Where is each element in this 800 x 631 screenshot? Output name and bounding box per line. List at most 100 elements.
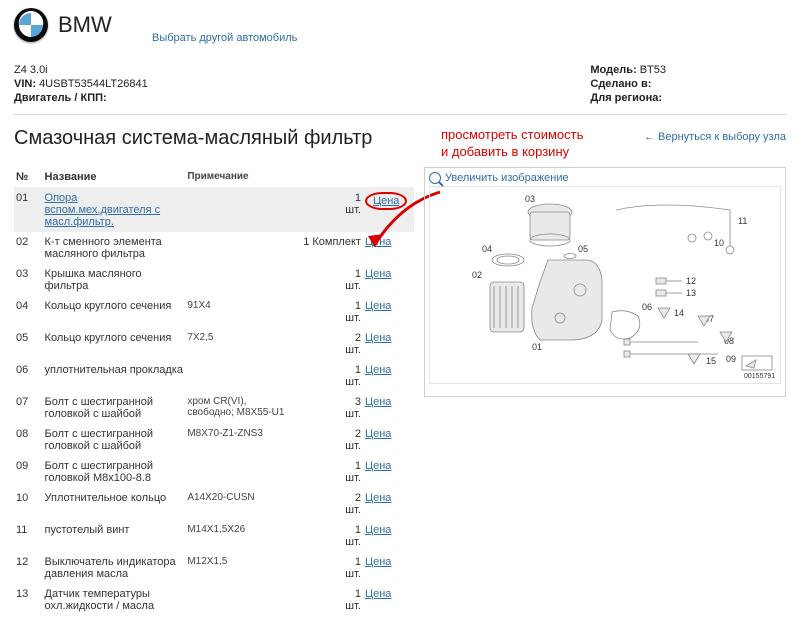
cell-no: 08 (14, 424, 43, 456)
cell-name: Уплотнительное кольцо (43, 488, 186, 520)
price-link[interactable]: Цена (365, 588, 391, 600)
table-row[interactable]: 02К-т сменного элемента масляного фильтр… (14, 232, 414, 264)
bmw-logo-icon (14, 8, 48, 42)
table-row[interactable]: 09Болт с шестигранной головкой M8x100-8.… (14, 456, 414, 488)
cell-note: хром CR(VI), свободно; M8X55-U1 (185, 392, 295, 424)
cell-name: пустотелый винт (43, 520, 186, 552)
table-row[interactable]: 13Датчик температуры охл.жидкости / масл… (14, 584, 414, 616)
cell-price: Цена (363, 392, 414, 424)
cell-price: Цена (363, 552, 414, 584)
part-link[interactable]: Опора вспом.мех.двигателя с масл.фильтр. (45, 192, 161, 228)
cell-price: Цена (363, 360, 414, 392)
cell-qty: 2шт. (295, 488, 363, 520)
engine-label: Двигатель / КПП: (14, 92, 107, 104)
svg-text:02: 02 (472, 270, 482, 280)
svg-text:06: 06 (642, 302, 652, 312)
price-link[interactable]: Цена (365, 268, 391, 280)
cell-note (185, 232, 295, 264)
cell-no: 05 (14, 328, 43, 360)
svg-text:13: 13 (686, 288, 696, 298)
cell-name: Опора вспом.мех.двигателя с масл.фильтр. (43, 187, 186, 232)
cell-qty: 2шт. (295, 424, 363, 456)
cell-name: К-т сменного элемента масляного фильтра (43, 232, 186, 264)
cell-qty: 2шт. (295, 328, 363, 360)
table-row[interactable]: 05Кольцо круглого сечения7X2,52шт.Цена (14, 328, 414, 360)
parts-table: № Название Примечание 01Опора вспом.мех.… (14, 167, 414, 616)
table-row[interactable]: 07Болт с шестигранной головкой с шайбойх… (14, 392, 414, 424)
vin-value: 4USBT53544LT26841 (39, 78, 148, 90)
svg-text:03: 03 (525, 194, 535, 204)
table-row[interactable]: 08Болт с шестигранной головкой с шайбойM… (14, 424, 414, 456)
price-link[interactable]: Цена (365, 364, 391, 376)
price-link[interactable]: Цена (365, 332, 391, 344)
svg-text:04: 04 (482, 244, 492, 254)
cell-no: 13 (14, 584, 43, 616)
schematic-svg: 03 04 05 02 01 (429, 186, 781, 384)
svg-text:12: 12 (686, 276, 696, 286)
table-row[interactable]: 03Крышка масляного фильтра1шт.Цена (14, 264, 414, 296)
table-row[interactable]: 11пустотелый винтM14X1,5X261шт.Цена (14, 520, 414, 552)
cell-no: 11 (14, 520, 43, 552)
cell-no: 02 (14, 232, 43, 264)
price-link[interactable]: Цена (365, 396, 391, 408)
cell-qty: 1шт. (295, 520, 363, 552)
cell-name: Болт с шестигранной головкой с шайбой (43, 424, 186, 456)
cell-note: A14X20-CUSN (185, 488, 295, 520)
cell-price: Цена (363, 232, 414, 264)
svg-text:10: 10 (714, 238, 724, 248)
cell-name: Выключатель индикатора давления масла (43, 552, 186, 584)
price-link[interactable]: Цена (365, 192, 407, 210)
cell-name: Болт с шестигранной головкой с шайбой (43, 392, 186, 424)
cell-price: Цена (363, 584, 414, 616)
back-to-selection-link[interactable]: ← Вернуться к выбору узла (644, 131, 786, 143)
cell-note (185, 187, 295, 232)
cell-note (185, 456, 295, 488)
cell-no: 01 (14, 187, 43, 232)
price-link[interactable]: Цена (365, 236, 391, 248)
model-label: Модель: (590, 64, 636, 76)
cell-no: 09 (14, 456, 43, 488)
svg-text:09: 09 (726, 354, 736, 364)
cell-price: Цена (363, 424, 414, 456)
cell-note (185, 264, 295, 296)
cell-no: 04 (14, 296, 43, 328)
change-vehicle-link[interactable]: Выбрать другой автомобиль (152, 32, 297, 44)
magnifier-icon (429, 172, 441, 184)
table-row[interactable]: 12Выключатель индикатора давления маслаM… (14, 552, 414, 584)
svg-text:01: 01 (532, 342, 542, 352)
price-link[interactable]: Цена (365, 428, 391, 440)
th-name: Название (43, 167, 186, 188)
svg-text:14: 14 (674, 308, 684, 318)
vin-label: VIN: (14, 78, 36, 90)
cell-name: Болт с шестигранной головкой M8x100-8.8 (43, 456, 186, 488)
price-link[interactable]: Цена (365, 300, 391, 312)
region-label: Для региона: (590, 92, 662, 104)
price-link[interactable]: Цена (365, 524, 391, 536)
cell-qty: 1шт. (295, 264, 363, 296)
cell-price: Цена (363, 187, 414, 232)
cell-qty: 1шт. (295, 552, 363, 584)
zoom-image-link[interactable]: Увеличить изображение (429, 172, 781, 184)
diagram-panel: Увеличить изображение 03 04 05 (424, 167, 786, 397)
cell-no: 06 (14, 360, 43, 392)
cell-name: Кольцо круглого сечения (43, 296, 186, 328)
cell-note (185, 584, 295, 616)
price-link[interactable]: Цена (365, 460, 391, 472)
svg-text:05: 05 (578, 244, 588, 254)
model-value: BT53 (640, 64, 666, 76)
cell-note: 91X4 (185, 296, 295, 328)
price-link[interactable]: Цена (365, 556, 391, 568)
cell-price: Цена (363, 488, 414, 520)
cell-no: 12 (14, 552, 43, 584)
table-row[interactable]: 10Уплотнительное кольцоA14X20-CUSN2шт.Це… (14, 488, 414, 520)
cell-name: Крышка масляного фильтра (43, 264, 186, 296)
table-row[interactable]: 06уплотнительная прокладка1шт.Цена (14, 360, 414, 392)
cell-qty: 1шт. (295, 296, 363, 328)
price-link[interactable]: Цена (365, 492, 391, 504)
svg-text:11: 11 (738, 216, 747, 226)
table-row[interactable]: 04Кольцо круглого сечения91X41шт.Цена (14, 296, 414, 328)
table-row[interactable]: 01Опора вспом.мех.двигателя с масл.фильт… (14, 187, 414, 232)
cell-price: Цена (363, 296, 414, 328)
th-qty (295, 167, 363, 188)
cell-no: 07 (14, 392, 43, 424)
